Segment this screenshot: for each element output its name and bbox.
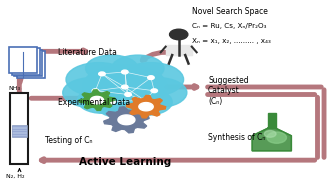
Circle shape — [92, 89, 99, 93]
Circle shape — [267, 132, 286, 143]
Text: Testing of Cₙ: Testing of Cₙ — [45, 136, 92, 145]
Circle shape — [122, 70, 128, 74]
Ellipse shape — [123, 89, 172, 115]
Text: Novel Search Space: Novel Search Space — [192, 6, 268, 15]
Ellipse shape — [118, 63, 184, 96]
FancyArrowPatch shape — [31, 50, 86, 53]
Circle shape — [99, 72, 105, 76]
Polygon shape — [166, 45, 192, 55]
FancyBboxPatch shape — [14, 50, 42, 76]
Text: Literature Data: Literature Data — [58, 48, 117, 57]
Polygon shape — [126, 95, 166, 118]
Ellipse shape — [86, 55, 138, 81]
FancyBboxPatch shape — [10, 93, 29, 164]
Ellipse shape — [95, 90, 148, 118]
FancyArrowPatch shape — [142, 52, 176, 60]
Ellipse shape — [82, 64, 167, 109]
Circle shape — [170, 29, 188, 40]
FancyBboxPatch shape — [9, 47, 37, 73]
Ellipse shape — [112, 55, 164, 81]
FancyBboxPatch shape — [12, 48, 40, 75]
Text: NH₃: NH₃ — [8, 86, 20, 91]
Polygon shape — [91, 96, 104, 104]
Circle shape — [264, 131, 276, 137]
Polygon shape — [104, 107, 149, 133]
Text: N₂, H₂: N₂, H₂ — [6, 173, 24, 178]
Circle shape — [148, 76, 154, 80]
Polygon shape — [139, 103, 153, 111]
Polygon shape — [252, 128, 291, 151]
Circle shape — [125, 93, 131, 96]
Circle shape — [141, 98, 148, 102]
Bar — [12, 125, 27, 137]
Ellipse shape — [63, 78, 122, 108]
Circle shape — [109, 100, 115, 104]
FancyBboxPatch shape — [17, 51, 45, 78]
Text: Experimental Data: Experimental Data — [58, 98, 130, 107]
FancyArrowPatch shape — [41, 159, 315, 162]
FancyArrowPatch shape — [31, 97, 86, 100]
Polygon shape — [79, 90, 115, 110]
Polygon shape — [118, 115, 135, 125]
Circle shape — [122, 85, 128, 89]
FancyBboxPatch shape — [268, 113, 276, 128]
Circle shape — [151, 89, 157, 93]
Ellipse shape — [128, 78, 187, 108]
Text: Suggested
Catalyst
(Cₙ): Suggested Catalyst (Cₙ) — [208, 76, 249, 106]
Ellipse shape — [66, 63, 131, 96]
Text: Active Learning: Active Learning — [79, 157, 171, 167]
Text: Xₙ = x₁, x₂, ......... , x₄₃: Xₙ = x₁, x₂, ......... , x₄₃ — [192, 38, 271, 44]
Text: Synthesis of Cₙ: Synthesis of Cₙ — [208, 133, 265, 142]
Text: Cₙ = Ru, Cs, Xₙ/Pr₂O₃: Cₙ = Ru, Cs, Xₙ/Pr₂O₃ — [192, 23, 266, 29]
Ellipse shape — [77, 87, 126, 113]
FancyArrowPatch shape — [167, 86, 197, 88]
